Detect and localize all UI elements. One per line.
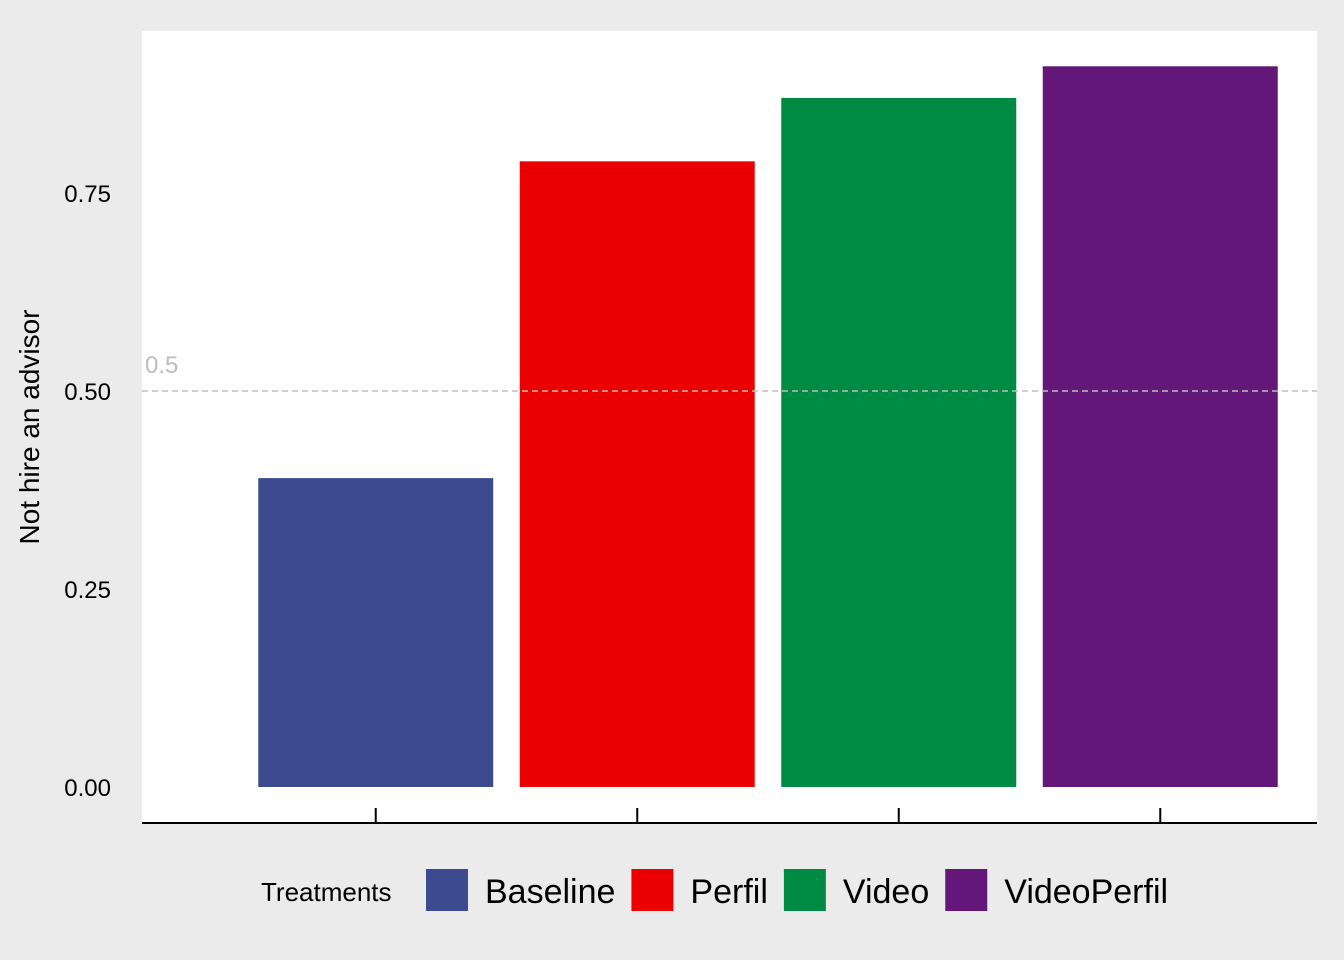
legend-label-video: Video: [843, 873, 929, 911]
y-tick-label: 0.25: [64, 577, 111, 604]
y-axis-ticks: 0.00 0.25 0.50 0.75: [64, 181, 111, 802]
legend-key-videoperfil: [945, 869, 988, 911]
y-tick-label: 0.50: [64, 379, 111, 406]
legend-label-videoperfil: VideoPerfil: [1004, 873, 1168, 911]
bar-video: [781, 97, 1017, 787]
legend-key-baseline: [426, 869, 468, 911]
bar-videoperfil: [1042, 66, 1278, 787]
x-axis-ticks: [374, 808, 1162, 823]
y-axis-label: Not hire an advisor: [14, 309, 45, 544]
bar-perfil: [519, 161, 755, 787]
y-tick-label: 0.75: [64, 181, 111, 208]
legend-title: Treatments: [261, 877, 392, 907]
bar-baseline: [258, 478, 494, 787]
legend-label-perfil: Perfil: [690, 873, 767, 911]
reference-line-label: 0.5: [145, 352, 178, 379]
legend-key-video: [783, 869, 826, 911]
legend-label-baseline: Baseline: [485, 873, 615, 911]
bars-group: [258, 66, 1278, 787]
y-tick-label: 0.00: [64, 775, 111, 802]
legend: Treatments Baseline Perfil Video VideoPerfi…: [261, 869, 1168, 911]
legend-key-perfil: [631, 869, 674, 911]
